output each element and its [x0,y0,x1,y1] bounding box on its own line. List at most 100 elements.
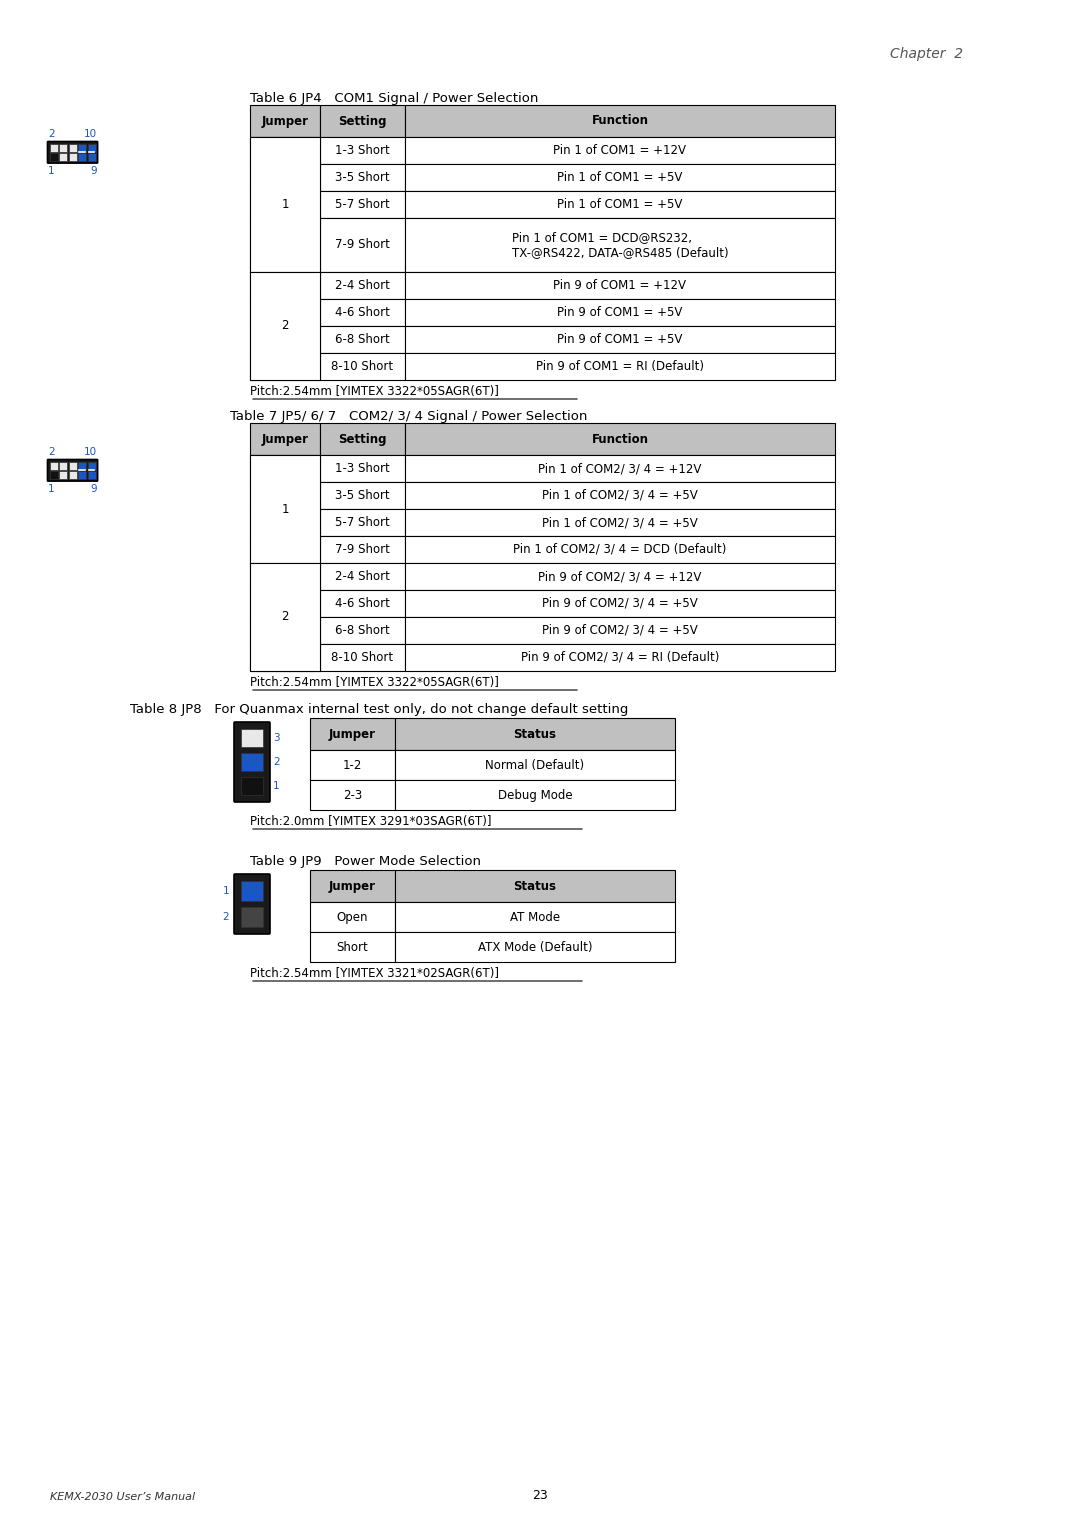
FancyBboxPatch shape [249,137,320,272]
Text: Normal (Default): Normal (Default) [485,759,584,771]
FancyBboxPatch shape [69,153,77,160]
FancyBboxPatch shape [395,870,675,902]
FancyBboxPatch shape [320,163,405,191]
FancyBboxPatch shape [310,780,395,809]
FancyBboxPatch shape [405,353,835,380]
FancyBboxPatch shape [320,325,405,353]
FancyBboxPatch shape [320,589,405,617]
FancyBboxPatch shape [241,907,264,927]
FancyBboxPatch shape [405,563,835,589]
Text: 10: 10 [84,128,97,139]
FancyBboxPatch shape [249,163,320,191]
FancyBboxPatch shape [320,299,405,325]
Text: 2: 2 [48,447,55,457]
Text: Jumper: Jumper [261,432,309,446]
FancyBboxPatch shape [320,563,405,589]
Text: Pin 1 of COM2/ 3/ 4 = +5V: Pin 1 of COM2/ 3/ 4 = +5V [542,516,698,528]
Text: 5-7 Short: 5-7 Short [335,516,390,528]
FancyBboxPatch shape [59,472,67,479]
FancyBboxPatch shape [405,508,835,536]
Text: 2: 2 [281,611,288,623]
Text: Pin 9 of COM1 = +5V: Pin 9 of COM1 = +5V [557,333,683,347]
Text: 1-2: 1-2 [342,759,362,771]
FancyBboxPatch shape [50,461,57,469]
FancyBboxPatch shape [320,617,405,644]
FancyBboxPatch shape [395,780,675,809]
Text: Table 8 JP8   For Quanmax internal test only, do not change default setting: Table 8 JP8 For Quanmax internal test on… [130,702,629,716]
FancyBboxPatch shape [50,144,57,151]
Text: 1-3 Short: 1-3 Short [335,463,390,475]
FancyBboxPatch shape [310,902,395,931]
Text: 1-3 Short: 1-3 Short [335,144,390,157]
Text: 6-8 Short: 6-8 Short [335,333,390,347]
Text: 1: 1 [281,502,288,516]
Text: Pin 1 of COM1 = +5V: Pin 1 of COM1 = +5V [557,199,683,211]
FancyBboxPatch shape [249,455,320,563]
Text: Pin 9 of COM1 = +5V: Pin 9 of COM1 = +5V [557,305,683,319]
FancyBboxPatch shape [249,325,320,353]
Text: Setting: Setting [338,115,387,127]
Text: 4-6 Short: 4-6 Short [335,305,390,319]
Text: 5-7 Short: 5-7 Short [335,199,390,211]
Text: Jumper: Jumper [329,727,376,741]
Text: Table 6 JP4   COM1 Signal / Power Selection: Table 6 JP4 COM1 Signal / Power Selectio… [249,92,538,105]
Text: Pin 1 of COM2/ 3/ 4 = +12V: Pin 1 of COM2/ 3/ 4 = +12V [538,463,702,475]
FancyBboxPatch shape [405,483,835,508]
FancyBboxPatch shape [249,272,320,299]
FancyBboxPatch shape [320,191,405,218]
Text: Pitch:2.54mm [YIMTEX 3321*02SAGR(6T)]: Pitch:2.54mm [YIMTEX 3321*02SAGR(6T)] [249,967,499,980]
Text: 2-4 Short: 2-4 Short [335,279,390,292]
FancyBboxPatch shape [87,472,95,479]
FancyBboxPatch shape [249,191,320,218]
FancyBboxPatch shape [405,455,835,483]
Text: 7-9 Short: 7-9 Short [335,238,390,252]
Text: 2: 2 [222,912,229,922]
Text: Status: Status [513,727,556,741]
Text: 8-10 Short: 8-10 Short [332,360,393,373]
FancyBboxPatch shape [50,472,57,479]
FancyBboxPatch shape [87,144,95,151]
FancyBboxPatch shape [48,460,97,481]
FancyBboxPatch shape [78,153,86,160]
Text: 1: 1 [48,165,55,176]
FancyBboxPatch shape [249,218,320,272]
Text: Pin 9 of COM1 = RI (Default): Pin 9 of COM1 = RI (Default) [536,360,704,373]
Text: Pin 1 of COM1 = +12V: Pin 1 of COM1 = +12V [553,144,687,157]
FancyBboxPatch shape [320,137,405,163]
Text: Jumper: Jumper [329,880,376,892]
FancyBboxPatch shape [320,423,405,455]
FancyBboxPatch shape [320,644,405,670]
FancyBboxPatch shape [405,191,835,218]
Text: 2: 2 [273,757,280,767]
FancyBboxPatch shape [249,589,320,617]
FancyBboxPatch shape [320,272,405,299]
Text: 23: 23 [532,1489,548,1503]
Text: 3: 3 [273,733,280,744]
FancyBboxPatch shape [241,777,264,796]
Text: 10: 10 [84,447,97,457]
Text: 8-10 Short: 8-10 Short [332,651,393,664]
FancyBboxPatch shape [405,137,835,163]
FancyBboxPatch shape [320,483,405,508]
FancyBboxPatch shape [405,644,835,670]
FancyBboxPatch shape [249,617,320,644]
Text: 2-4 Short: 2-4 Short [335,570,390,583]
FancyBboxPatch shape [310,750,395,780]
FancyBboxPatch shape [241,753,264,771]
FancyBboxPatch shape [249,272,320,380]
FancyBboxPatch shape [69,144,77,151]
FancyBboxPatch shape [78,461,86,469]
Text: Table 9 JP9   Power Mode Selection: Table 9 JP9 Power Mode Selection [249,855,481,867]
FancyBboxPatch shape [78,472,86,479]
Text: Pitch:2.0mm [YIMTEX 3291*03SAGR(6T)]: Pitch:2.0mm [YIMTEX 3291*03SAGR(6T)] [249,815,491,828]
FancyBboxPatch shape [87,461,95,469]
FancyBboxPatch shape [50,153,57,160]
Text: 2: 2 [48,128,55,139]
FancyBboxPatch shape [59,461,67,469]
Text: 1: 1 [48,484,55,493]
Text: Pin 1 of COM1 = DCD@RS232,
TX-@RS422, DATA-@RS485 (Default): Pin 1 of COM1 = DCD@RS232, TX-@RS422, DA… [512,231,728,260]
Text: 7-9 Short: 7-9 Short [335,544,390,556]
FancyBboxPatch shape [48,142,97,163]
Text: Debug Mode: Debug Mode [498,788,572,802]
FancyBboxPatch shape [249,508,320,536]
